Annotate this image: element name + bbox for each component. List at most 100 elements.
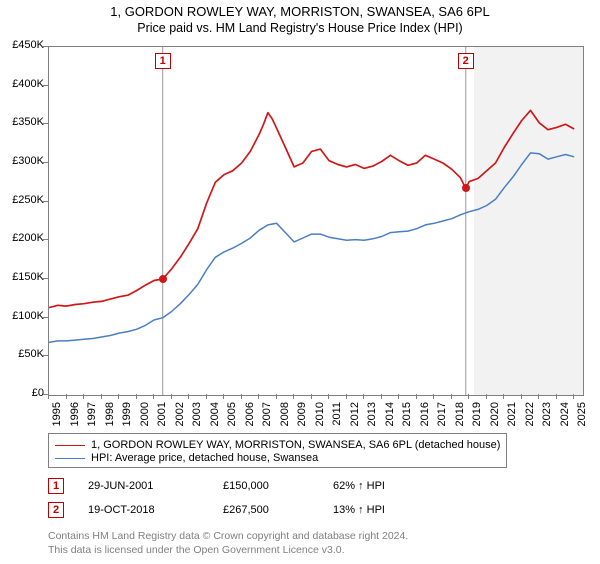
sale-dot [159, 275, 167, 283]
x-tick-label: 1998 [104, 402, 116, 432]
x-tick-label: 2005 [226, 402, 238, 432]
x-tick-label: 2006 [244, 402, 256, 432]
x-tick [171, 394, 172, 399]
y-tick [43, 239, 48, 240]
y-tick [43, 162, 48, 163]
legend-swatch [55, 458, 85, 459]
x-tick [66, 394, 67, 399]
y-tick-label: £150K [2, 271, 44, 283]
x-tick-label: 2022 [524, 402, 536, 432]
y-tick [43, 123, 48, 124]
x-tick [416, 394, 417, 399]
x-tick [381, 394, 382, 399]
x-tick-label: 2003 [191, 402, 203, 432]
sale-price: £150,000 [223, 480, 333, 492]
y-tick [43, 201, 48, 202]
x-tick [48, 394, 49, 399]
x-tick-label: 2019 [471, 402, 483, 432]
x-tick [206, 394, 207, 399]
y-tick [43, 278, 48, 279]
chart-subtitle: Price paid vs. HM Land Registry's House … [0, 21, 600, 35]
y-tick [43, 46, 48, 47]
y-tick-label: £300K [2, 155, 44, 167]
x-tick [468, 394, 469, 399]
sale-dot [462, 184, 470, 192]
y-tick-label: £50K [2, 348, 44, 360]
x-tick-label: 1999 [121, 402, 133, 432]
x-tick [276, 394, 277, 399]
chart-title: 1, GORDON ROWLEY WAY, MORRISTON, SWANSEA… [0, 4, 600, 19]
x-tick-label: 2012 [349, 402, 361, 432]
footer-line-2: This data is licensed under the Open Gov… [48, 544, 345, 556]
x-tick-label: 2016 [419, 402, 431, 432]
legend-label: 1, GORDON ROWLEY WAY, MORRISTON, SWANSEA… [91, 439, 500, 451]
x-tick-label: 2007 [261, 402, 273, 432]
x-tick-label: 2023 [541, 402, 553, 432]
x-tick [503, 394, 504, 399]
x-tick [118, 394, 119, 399]
x-tick-label: 2004 [209, 402, 221, 432]
x-tick-label: 2011 [331, 402, 343, 432]
x-tick [188, 394, 189, 399]
footer-text: Contains HM Land Registry data © Crown c… [48, 529, 408, 557]
x-tick [346, 394, 347, 399]
x-tick [556, 394, 557, 399]
x-tick [521, 394, 522, 399]
x-tick-label: 1996 [69, 402, 81, 432]
y-tick [43, 355, 48, 356]
sale-pct: 13% ↑ HPI [333, 504, 385, 516]
x-tick-label: 1995 [51, 402, 63, 432]
chart-svg [49, 47, 583, 395]
sale-row: 1 29-JUN-2001£150,00062% ↑ HPI [48, 478, 385, 494]
sale-row-marker: 2 [48, 502, 64, 518]
x-tick [293, 394, 294, 399]
x-tick-label: 2021 [506, 402, 518, 432]
sale-row: 2 19-OCT-2018£267,50013% ↑ HPI [48, 502, 385, 518]
x-tick-label: 1997 [86, 402, 98, 432]
legend-swatch [55, 445, 85, 446]
sale-date: 29-JUN-2001 [88, 480, 223, 492]
x-tick [311, 394, 312, 399]
sale-marker-box: 2 [458, 53, 474, 69]
y-tick-label: £350K [2, 116, 44, 128]
x-tick [223, 394, 224, 399]
sale-price: £267,500 [223, 504, 333, 516]
x-tick-label: 2009 [296, 402, 308, 432]
x-tick-label: 2002 [174, 402, 186, 432]
legend-row: 1, GORDON ROWLEY WAY, MORRISTON, SWANSEA… [55, 439, 500, 451]
x-tick-label: 2018 [454, 402, 466, 432]
x-tick-label: 2000 [139, 402, 151, 432]
x-tick [573, 394, 574, 399]
chart-plot-area: 12 [48, 46, 584, 396]
x-tick [486, 394, 487, 399]
x-tick [363, 394, 364, 399]
x-tick-label: 2024 [559, 402, 571, 432]
sale-pct: 62% ↑ HPI [333, 480, 385, 492]
x-tick [101, 394, 102, 399]
x-tick [398, 394, 399, 399]
y-tick [43, 317, 48, 318]
x-tick-label: 2025 [576, 402, 588, 432]
legend-box: 1, GORDON ROWLEY WAY, MORRISTON, SWANSEA… [48, 433, 507, 468]
x-tick-label: 2013 [366, 402, 378, 432]
sale-date: 19-OCT-2018 [88, 504, 223, 516]
y-tick-label: £400K [2, 78, 44, 90]
footer-line-1: Contains HM Land Registry data © Crown c… [48, 530, 408, 542]
y-tick-label: £450K [2, 39, 44, 51]
x-tick [241, 394, 242, 399]
x-tick-label: 2017 [436, 402, 448, 432]
x-tick-label: 2014 [384, 402, 396, 432]
y-tick-label: £250K [2, 194, 44, 206]
x-tick-label: 2001 [156, 402, 168, 432]
y-tick [43, 85, 48, 86]
sale-row-marker: 1 [48, 478, 64, 494]
x-tick-label: 2008 [279, 402, 291, 432]
x-tick [538, 394, 539, 399]
y-tick-label: £0 [2, 387, 44, 399]
x-tick [258, 394, 259, 399]
y-tick-label: £100K [2, 310, 44, 322]
x-tick [451, 394, 452, 399]
series-price_paid [49, 110, 574, 307]
x-tick [136, 394, 137, 399]
x-tick [433, 394, 434, 399]
